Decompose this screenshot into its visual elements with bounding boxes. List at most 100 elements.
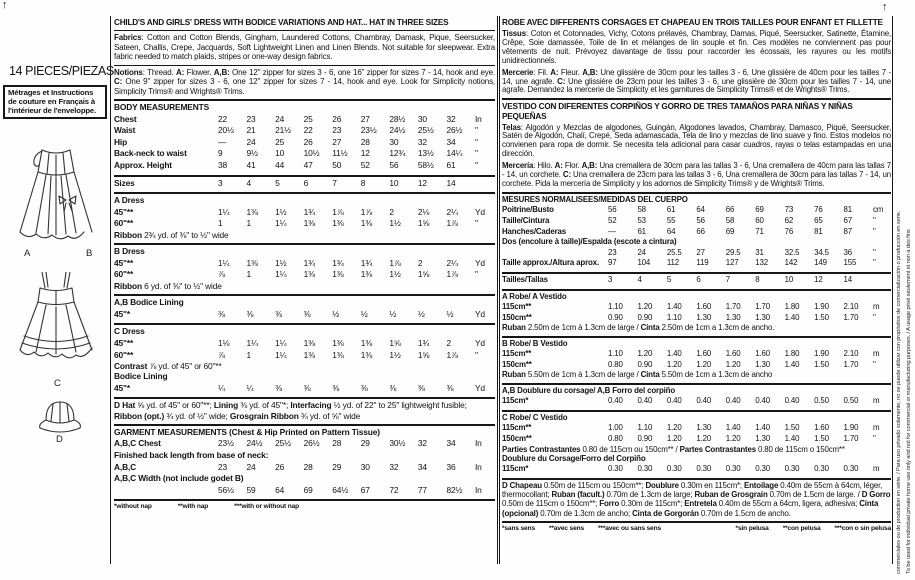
c-dress-45-label: 45"** bbox=[114, 337, 134, 348]
table-cell: 1⅜ bbox=[332, 349, 344, 360]
table-cell: 24 bbox=[275, 113, 285, 124]
table-cell: 1.40 bbox=[784, 359, 800, 369]
footnote-item: **con pelusa bbox=[782, 524, 821, 532]
table-cell: 22 bbox=[218, 113, 228, 124]
c-robe-150-label: 150cm** bbox=[502, 433, 532, 443]
unit-cell: m bbox=[873, 464, 880, 474]
row-abc-chest-label: A,B,C Chest bbox=[114, 438, 161, 449]
table-cell: 1¼ bbox=[275, 349, 287, 360]
table-cell: 0.40 bbox=[784, 396, 800, 406]
table-cell: 2 bbox=[417, 257, 423, 268]
table-cell: 1.70 bbox=[755, 302, 770, 312]
unit-cell: " bbox=[873, 226, 876, 236]
table-cell: 1 bbox=[218, 218, 223, 229]
ab-bodice-lining-header: A,B Bodice Lining bbox=[114, 294, 495, 309]
abc-width-label: A,B,C Width (not include godet B) bbox=[114, 473, 495, 485]
table-cell: 32.5 bbox=[784, 247, 800, 257]
column-divider bbox=[497, 16, 500, 564]
table-cell: 1.40 bbox=[784, 312, 800, 322]
table-cell: 25 bbox=[303, 113, 313, 124]
dress-c-illustration bbox=[12, 271, 100, 376]
table-cell: ½ bbox=[389, 308, 397, 319]
table-cell: 30½ bbox=[389, 438, 406, 449]
finished-back-length-label: Finished back length from base of neck: bbox=[114, 450, 495, 462]
table-cell: 97 bbox=[608, 258, 617, 268]
table-cell: 1.20 bbox=[666, 423, 682, 433]
table-cell: 1.20 bbox=[696, 433, 712, 443]
table-cell: 1¾ bbox=[417, 337, 430, 348]
table-cell: 76 bbox=[814, 205, 823, 215]
d-hat-note: D Hat ⅝ yd. of 45" or 60"**; Lining ⅜ yd… bbox=[114, 397, 495, 421]
table-cell: 1.20 bbox=[725, 359, 741, 369]
table-cell: — bbox=[608, 226, 616, 236]
column-divider bbox=[110, 16, 111, 564]
table-cell: 58½ bbox=[417, 159, 434, 170]
table-cell: ½ bbox=[360, 308, 368, 319]
table-cell: 72 bbox=[389, 484, 399, 495]
table-cell: 1.70 bbox=[725, 302, 741, 312]
table-cell: 12 bbox=[814, 275, 823, 285]
table-cell: 1½ bbox=[389, 269, 401, 280]
metric-measurement-table: MESURES NORMALISEES/MEDIDAS DEL CUERPO Po… bbox=[502, 191, 891, 518]
table-cell: 81 bbox=[843, 205, 853, 215]
table-cell: 1.10 bbox=[608, 302, 623, 312]
row-poitrine-label: Poitrine/Busto bbox=[502, 205, 554, 215]
d-chapeau-note: D Chapeau 0.50m de 115cm ou 150cm**; Dou… bbox=[502, 477, 891, 518]
table-cell: 1⅜ bbox=[360, 269, 373, 280]
table-cell: 1.40 bbox=[666, 349, 682, 359]
table-cell: 0.40 bbox=[666, 396, 682, 406]
b-ruban-note: Ruban 5.50m de 1cm à 1.3cm de large / Ci… bbox=[502, 370, 891, 379]
footnote-item: **with nap bbox=[177, 503, 209, 511]
table-cell: 1¼ bbox=[246, 337, 258, 348]
d-hat-note-text: D Hat ⅝ yd. of 45" or 60"**; Lining ⅜ yd… bbox=[114, 400, 467, 421]
table-cell: 22 bbox=[303, 125, 313, 136]
table-cell: 1⅜ bbox=[332, 337, 344, 348]
international-column: ROBE AVEC DIFFERENTS CORSAGES ET CHAPEAU… bbox=[502, 18, 891, 532]
table-cell: 21½ bbox=[275, 125, 291, 136]
table-cell: 9 bbox=[218, 148, 223, 159]
mercerie-paragraph: Mercerie: Fil. A: Fleur. A,B: Une glissi… bbox=[502, 67, 891, 95]
table-cell: 1⅜ bbox=[360, 337, 373, 348]
ab-bodice-lining-header-label: A,B Bodice Lining bbox=[114, 297, 184, 308]
table-cell: 1.60 bbox=[696, 302, 712, 312]
table-cell: 104 bbox=[637, 258, 651, 268]
row-tailles: Tailles/Tallas 3 4 5 6 7 8 10 12 14 bbox=[502, 272, 891, 286]
unit-cell: " bbox=[873, 312, 876, 322]
table-cell: 0.40 bbox=[725, 396, 741, 406]
table-cell: 1.30 bbox=[755, 359, 770, 369]
c-contrast-note: Parties Contrastantes 0.80 de 115cm ou 1… bbox=[502, 445, 891, 454]
unit-cell: " bbox=[474, 349, 478, 360]
row-abc-length: A,B,C 23 24 26 28 29 30 32 34 36 In bbox=[114, 462, 495, 474]
ab-doublure-115-label: 115cm* bbox=[502, 396, 529, 406]
table-cell: 64½ bbox=[332, 484, 349, 495]
table-cell: 1½ bbox=[389, 349, 401, 360]
table-cell: 29 bbox=[332, 461, 342, 472]
table-cell: 30 bbox=[360, 461, 370, 472]
unit-cell: " bbox=[474, 269, 478, 280]
b-dress-header: B Dress bbox=[114, 243, 495, 258]
a-robe-115-label: 115cm** bbox=[502, 302, 532, 312]
a-ribbon-note: Ribbon 2¾ yd. of ⅜" to ½" wide bbox=[114, 230, 495, 240]
table-cell: ⅜ bbox=[303, 308, 311, 319]
table-cell: 25.5 bbox=[666, 247, 682, 257]
c-dress-header: C Dress bbox=[114, 323, 495, 338]
table-cell: 0.30 bbox=[843, 464, 859, 474]
b-ruban-note-text: Ruban 5.50m de 1cm à 1.3cm de large / Ci… bbox=[502, 370, 773, 380]
table-cell: 13½ bbox=[417, 148, 434, 159]
view-b-label: B bbox=[86, 248, 93, 259]
english-footnotes: *without nap **with nap ***with or without… bbox=[114, 499, 495, 510]
table-cell: 47 bbox=[303, 159, 313, 170]
table-cell: 64 bbox=[666, 226, 676, 236]
table-cell: 1⅝ bbox=[389, 337, 401, 348]
table-cell: 0.80 bbox=[608, 433, 623, 443]
table-cell: ¼ bbox=[218, 382, 225, 393]
row-abc-chest: A,B,C Chest 23½ 24½ 25½ 26½ 28 29 30½ 32 34 In bbox=[114, 438, 495, 450]
table-cell: 1.80 bbox=[784, 349, 800, 359]
table-cell: 56 bbox=[696, 216, 705, 226]
table-cell: 1.90 bbox=[843, 423, 859, 433]
b-robe-150: 150cm** 0.80 0.90 1.20 1.20 1.20 1.30 1.40 1.50 1… bbox=[502, 360, 891, 371]
table-cell: 69 bbox=[725, 226, 735, 236]
table-cell: 1.20 bbox=[637, 302, 653, 312]
ab-lining-45: 45"* ⅜ ⅜ ⅜ ⅜ ½ ½ ½ ½ ½ Yd bbox=[114, 309, 495, 321]
table-cell: 0.90 bbox=[637, 359, 653, 369]
